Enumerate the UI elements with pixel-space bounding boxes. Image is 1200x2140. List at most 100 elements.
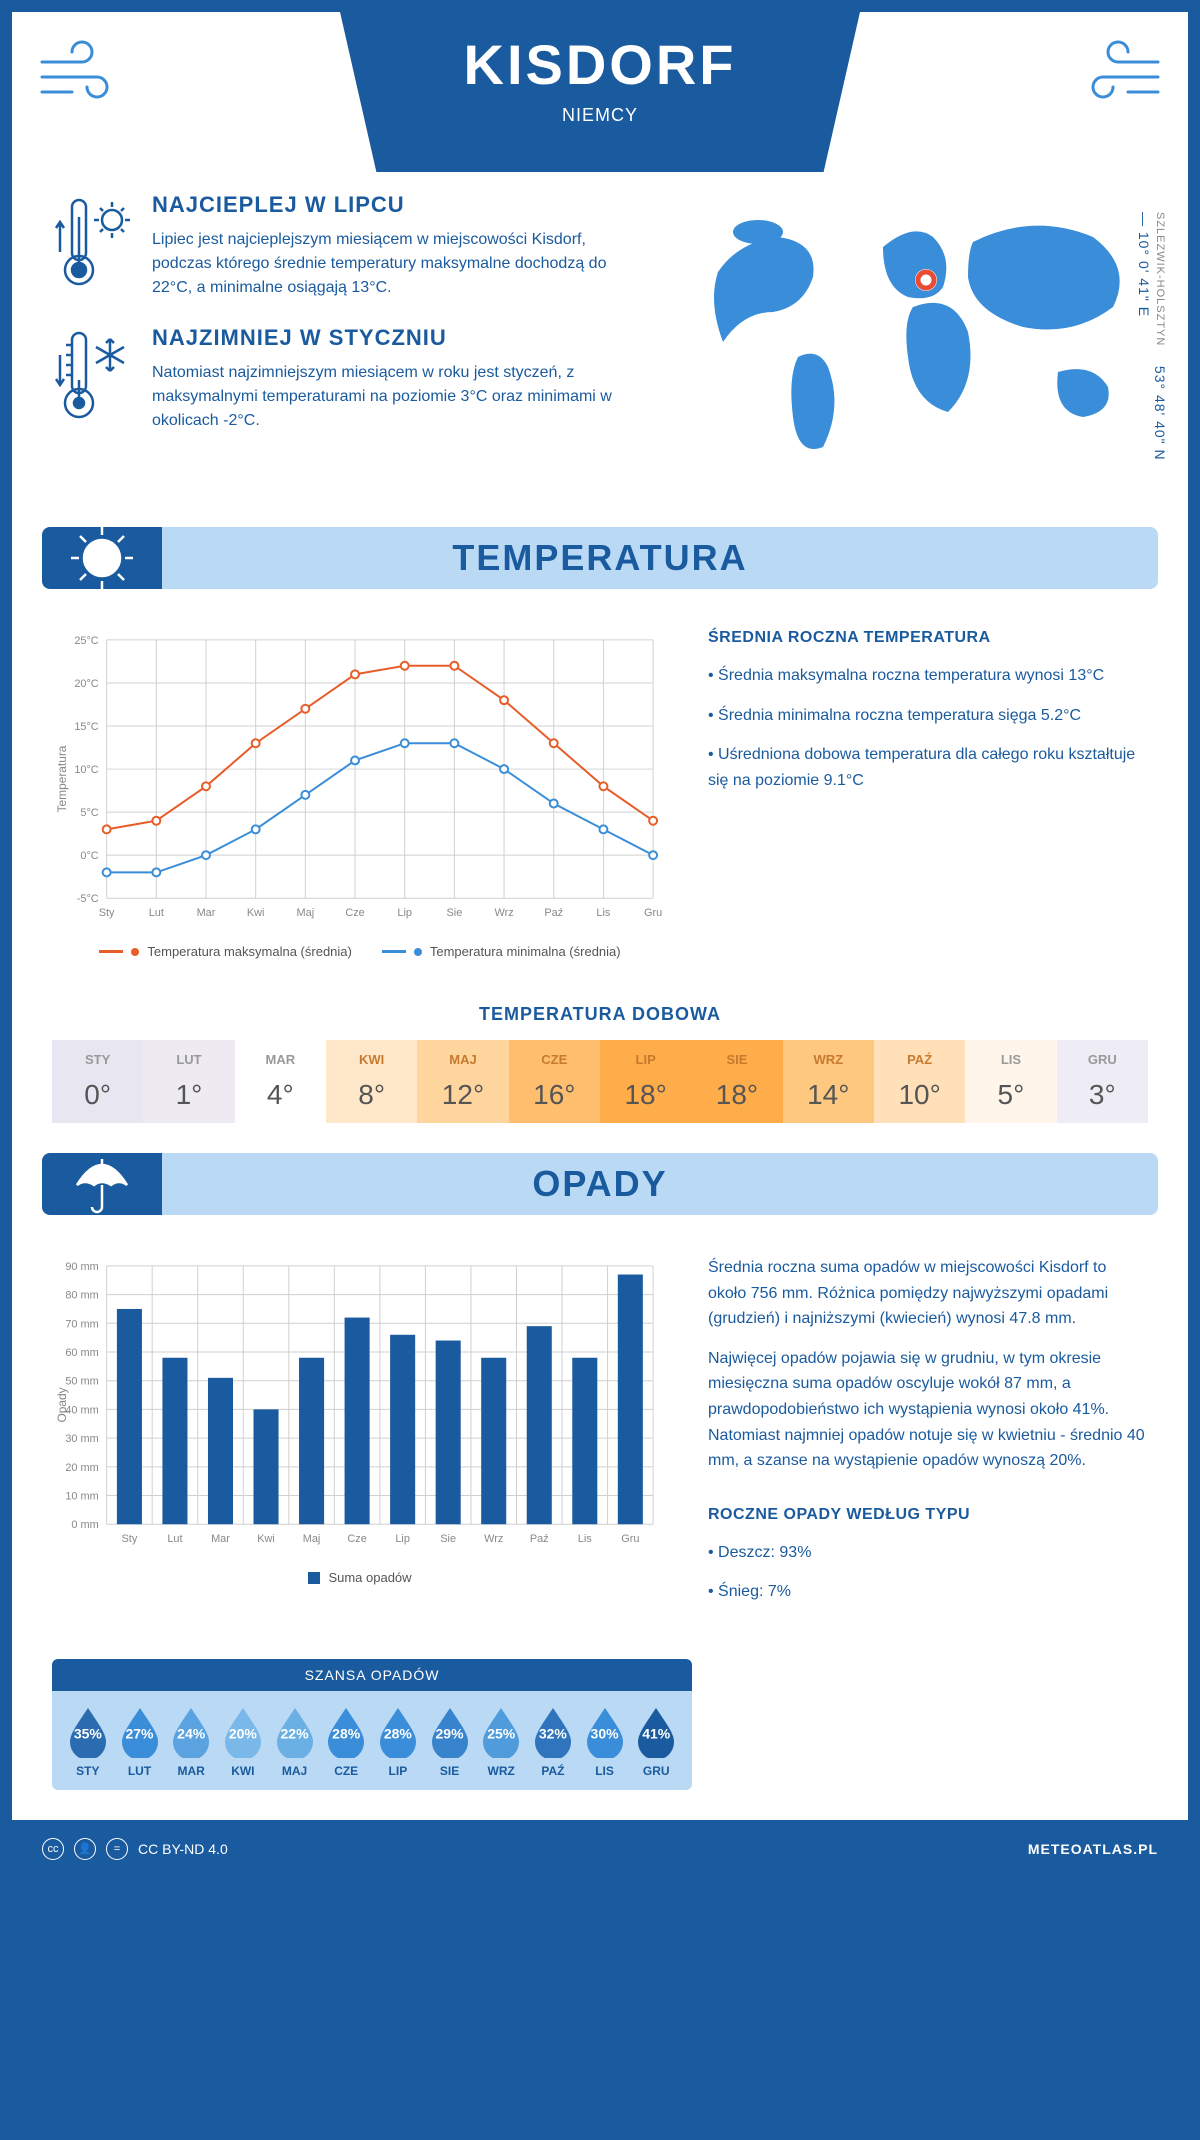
daily-temp-cell: PAŹ10° — [874, 1040, 965, 1123]
svg-text:Sie: Sie — [447, 907, 463, 919]
warmest-block: NAJCIEPLEJ W LIPCU Lipiec jest najcieple… — [52, 192, 648, 300]
svg-text:Kwi: Kwi — [257, 1533, 275, 1545]
svg-text:Gru: Gru — [644, 907, 662, 919]
raindrop-icon: 29% — [428, 1706, 472, 1758]
svg-text:Paź: Paź — [544, 907, 563, 919]
svg-text:Mar: Mar — [211, 1533, 230, 1545]
raindrop-icon: 30% — [583, 1706, 627, 1758]
svg-text:Lis: Lis — [596, 907, 610, 919]
raindrop-icon: 28% — [376, 1706, 420, 1758]
rain-chance-panel: SZANSA OPADÓW 35% STY 27% LUT 24% MAR 20… — [52, 1659, 692, 1790]
svg-text:Mar: Mar — [197, 907, 216, 919]
svg-text:0°C: 0°C — [80, 850, 98, 862]
svg-text:70 mm: 70 mm — [65, 1318, 98, 1330]
temperature-line-chart: -5°C0°C5°C10°C15°C20°C25°CStyLutMarKwiMa… — [52, 629, 668, 929]
svg-text:10 mm: 10 mm — [65, 1490, 98, 1502]
daily-temp-table: STY0°LUT1°MAR4°KWI8°MAJ12°CZE16°LIP18°SI… — [52, 1040, 1148, 1123]
sun-icon — [42, 527, 162, 589]
thermometer-hot-icon — [52, 192, 132, 292]
precip-bar-chart: 0 mm10 mm20 mm30 mm40 mm50 mm60 mm70 mm8… — [52, 1255, 668, 1555]
svg-text:Lip: Lip — [395, 1533, 410, 1545]
daily-temp-cell: CZE16° — [509, 1040, 600, 1123]
wind-icon — [37, 37, 127, 119]
svg-text:Wrz: Wrz — [494, 907, 513, 919]
raindrop-icon: 20% — [221, 1706, 265, 1758]
daily-temp-cell: MAR4° — [235, 1040, 326, 1123]
location-marker-icon — [915, 269, 937, 291]
section-header-precip: OPADY — [42, 1153, 1158, 1215]
footer: cc 👤 = CC BY-ND 4.0 METEOATLAS.PL — [12, 1820, 1188, 1878]
summary-text-column: NAJCIEPLEJ W LIPCU Lipiec jest najcieple… — [52, 192, 648, 477]
svg-text:20°C: 20°C — [74, 678, 98, 690]
rain-chance-cell: 27% LUT — [114, 1706, 166, 1778]
header: KISDORF NIEMCY — [12, 12, 1188, 172]
rain-chance-cell: 30% LIS — [579, 1706, 631, 1778]
daily-temp-cell: WRZ14° — [783, 1040, 874, 1123]
rain-chance-cell: 41% GRU — [630, 1706, 682, 1778]
page-title: KISDORF — [400, 32, 800, 97]
svg-text:30 mm: 30 mm — [65, 1433, 98, 1445]
rain-chance-cell: 29% SIE — [424, 1706, 476, 1778]
wind-icon — [1073, 37, 1163, 119]
temperature-row: -5°C0°C5°C10°C15°C20°C25°CStyLutMarKwiMa… — [12, 609, 1188, 979]
svg-text:Sty: Sty — [99, 907, 115, 919]
coldest-text: Natomiast najzimniejszym miesiącem w rok… — [152, 361, 648, 433]
infographic-page: KISDORF NIEMCY NAJCIEPLEJ W LIPCU Lipiec… — [0, 0, 1200, 1890]
svg-text:Sie: Sie — [440, 1533, 456, 1545]
rain-chance-cell: 22% MAJ — [269, 1706, 321, 1778]
svg-text:Gru: Gru — [621, 1533, 639, 1545]
svg-text:Sty: Sty — [122, 1533, 138, 1545]
license-block: cc 👤 = CC BY-ND 4.0 — [42, 1838, 228, 1860]
daily-temp-cell: STY0° — [52, 1040, 143, 1123]
precip-row: 0 mm10 mm20 mm30 mm40 mm50 mm60 mm70 mm8… — [12, 1235, 1188, 1639]
rain-chance-cell: 24% MAR — [165, 1706, 217, 1778]
svg-text:Cze: Cze — [347, 1533, 366, 1545]
section-header-temperature: TEMPERATURA — [42, 527, 1158, 589]
site-name: METEOATLAS.PL — [1028, 1841, 1158, 1857]
svg-text:Maj: Maj — [297, 907, 315, 919]
svg-text:Lut: Lut — [149, 907, 164, 919]
svg-text:80 mm: 80 mm — [65, 1290, 98, 1302]
daily-temp-cell: LUT1° — [143, 1040, 234, 1123]
raindrop-icon: 41% — [634, 1706, 678, 1758]
svg-text:10°C: 10°C — [74, 764, 98, 776]
daily-temp-title: TEMPERATURA DOBOWA — [12, 1004, 1188, 1025]
daily-temp-cell: GRU3° — [1057, 1040, 1148, 1123]
thermometer-cold-icon — [52, 325, 132, 425]
nd-icon: = — [106, 1838, 128, 1860]
svg-text:20 mm: 20 mm — [65, 1462, 98, 1474]
svg-text:Kwi: Kwi — [247, 907, 265, 919]
daily-temp-cell: SIE18° — [691, 1040, 782, 1123]
svg-text:-5°C: -5°C — [77, 893, 99, 905]
warmest-text: Lipiec jest najcieplejszym miesiącem w m… — [152, 228, 648, 300]
rain-chance-cell: 35% STY — [62, 1706, 114, 1778]
svg-text:40 mm: 40 mm — [65, 1404, 98, 1416]
rain-chance-cell: 32% PAŹ — [527, 1706, 579, 1778]
svg-text:0 mm: 0 mm — [71, 1519, 98, 1531]
svg-text:Lip: Lip — [397, 907, 412, 919]
world-map: SZLEZWIK-HOLSZTYN 53° 48' 40" N — 10° 0'… — [688, 192, 1148, 477]
svg-text:50 mm: 50 mm — [65, 1376, 98, 1388]
rain-chance-cell: 28% LIP — [372, 1706, 424, 1778]
raindrop-icon: 22% — [273, 1706, 317, 1758]
daily-temp-cell: KWI8° — [326, 1040, 417, 1123]
coordinates-label: SZLEZWIK-HOLSZTYN 53° 48' 40" N — 10° 0'… — [1136, 212, 1168, 477]
svg-text:Maj: Maj — [303, 1533, 321, 1545]
daily-temp-cell: LIS5° — [965, 1040, 1056, 1123]
raindrop-icon: 27% — [118, 1706, 162, 1758]
svg-text:90 mm: 90 mm — [65, 1261, 98, 1273]
cc-icon: cc — [42, 1838, 64, 1860]
svg-text:25°C: 25°C — [74, 635, 98, 647]
rain-chance-cell: 25% WRZ — [475, 1706, 527, 1778]
svg-text:Opady: Opady — [55, 1387, 69, 1422]
page-subtitle: NIEMCY — [400, 105, 800, 126]
header-banner: KISDORF NIEMCY — [340, 12, 860, 172]
daily-temp-cell: MAJ12° — [417, 1040, 508, 1123]
raindrop-icon: 28% — [324, 1706, 368, 1758]
warmest-title: NAJCIEPLEJ W LIPCU — [152, 192, 648, 218]
precip-chart-legend: Suma opadów — [52, 1570, 668, 1585]
svg-text:Paź: Paź — [530, 1533, 549, 1545]
annual-temp-text: ŚREDNIA ROCZNA TEMPERATURA • Średnia mak… — [708, 629, 1148, 959]
daily-temp-cell: LIP18° — [600, 1040, 691, 1123]
coldest-block: NAJZIMNIEJ W STYCZNIU Natomiast najzimni… — [52, 325, 648, 433]
